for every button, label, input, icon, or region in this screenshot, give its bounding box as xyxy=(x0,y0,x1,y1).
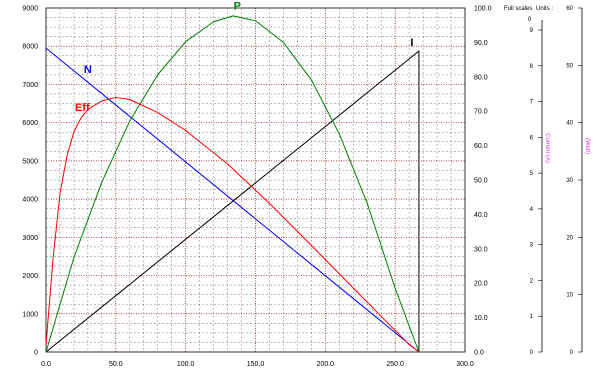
chart-grid xyxy=(45,7,466,353)
current-tick-label: 2 xyxy=(530,278,534,284)
power-scale-ticks: 0 10 20 30 40 50 60 xyxy=(566,6,582,356)
current-tick-label: 5 xyxy=(530,171,534,177)
series-label-i: I xyxy=(410,37,413,49)
series-lines xyxy=(45,15,420,353)
right-tick-label: 70.0 xyxy=(474,109,488,116)
right-tick-label: 40.0 xyxy=(474,212,488,219)
right-tick-label: 90.0 xyxy=(474,40,488,47)
left-tick-label: 2000 xyxy=(22,273,38,280)
power-tick-label: 0 xyxy=(570,350,574,356)
current-tick-label: 8 xyxy=(530,64,534,70)
right-tick-label: 10.0 xyxy=(474,315,488,322)
x-axis-ticks: 0.0 50.0 100.0 150.0 200.0 250.0 300.0 xyxy=(41,361,474,368)
right-tick-label: 30.0 xyxy=(474,246,488,253)
right-tick-label: 0.0 xyxy=(474,350,484,357)
current-scale-ticks: 0 1 2 3 4 5 6 7 8 9 xyxy=(530,28,542,356)
left-tick-label: 8000 xyxy=(22,44,38,51)
current-tick-label: 1 xyxy=(530,314,534,320)
left-tick-label: 5000 xyxy=(22,158,38,165)
power-tick-label: 40 xyxy=(566,121,573,127)
current-unit-label: Current (A) xyxy=(544,133,550,163)
units-label: Units : xyxy=(536,6,553,12)
x-tick-label: 50.0 xyxy=(109,361,123,368)
right-tick-label: 80.0 xyxy=(474,74,488,81)
x-tick-label: 200.0 xyxy=(317,361,335,368)
series-line-p xyxy=(45,15,420,353)
current-scale-top-label: 0 xyxy=(528,17,532,23)
right-tick-label: 20.0 xyxy=(474,281,488,288)
full-scales-label: Full scales xyxy=(504,6,532,12)
left-axis-ticks: 0 1000 2000 3000 4000 5000 6000 7000 8000 9000 xyxy=(22,6,38,357)
series-line-eff xyxy=(45,96,420,353)
right-tick-label: 50.0 xyxy=(474,178,488,185)
x-tick-label: 300.0 xyxy=(456,361,474,368)
series-label-eff: Eff xyxy=(75,102,90,114)
current-tick-label: 3 xyxy=(530,243,534,249)
series-line-n xyxy=(45,47,420,353)
power-tick-label: 60 xyxy=(566,6,573,12)
power-tick-label: 10 xyxy=(566,293,573,299)
left-tick-label: 9000 xyxy=(22,6,38,13)
right-tick-label: 100.0 xyxy=(474,6,492,13)
left-tick-label: 4000 xyxy=(22,197,38,204)
right-axis-ticks: 0.0 10.0 20.0 30.0 40.0 50.0 60.0 70.0 80.0 90.0 1… xyxy=(474,6,492,357)
power-unit-label: (Watt) xyxy=(584,138,590,154)
series-label-n: N xyxy=(84,64,92,76)
right-tick-label: 60.0 xyxy=(474,143,488,150)
x-tick-label: 150.0 xyxy=(247,361,265,368)
left-tick-label: 0 xyxy=(34,350,38,357)
left-tick-label: 1000 xyxy=(22,311,38,318)
power-tick-label: 30 xyxy=(566,178,573,184)
current-tick-label: 6 xyxy=(530,135,534,141)
current-tick-label: 7 xyxy=(530,100,534,106)
power-tick-label: 20 xyxy=(566,235,573,241)
x-tick-label: 0.0 xyxy=(41,361,51,368)
series-line-i xyxy=(45,50,420,353)
left-tick-label: 7000 xyxy=(22,82,38,89)
current-tick-label: 0 xyxy=(530,350,534,356)
x-tick-label: 250.0 xyxy=(386,361,404,368)
left-tick-label: 3000 xyxy=(22,235,38,242)
left-tick-label: 6000 xyxy=(22,120,38,127)
power-tick-label: 50 xyxy=(566,63,573,69)
current-tick-label: 9 xyxy=(530,28,534,34)
current-tick-label: 4 xyxy=(530,207,534,213)
x-tick-label: 100.0 xyxy=(177,361,195,368)
series-label-p: P xyxy=(234,1,241,13)
series-labels: N I P Eff xyxy=(75,1,413,114)
